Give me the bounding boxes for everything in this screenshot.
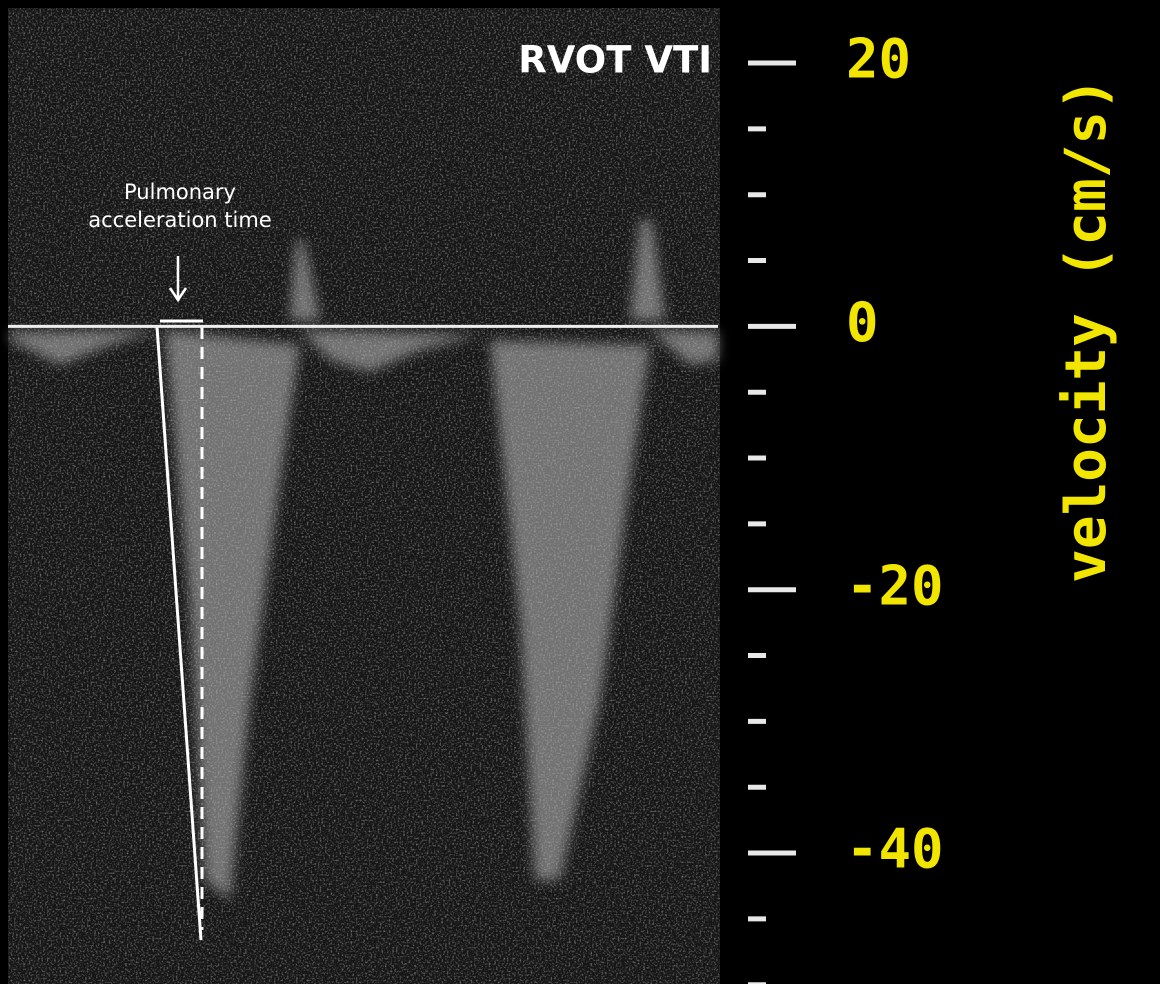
tick-label: -40 <box>846 818 944 881</box>
tick-label: 20 <box>846 28 911 91</box>
annotation: Pulmonary acceleration time <box>88 180 272 232</box>
velocity-axis: 20 0 -20 -40 <box>748 28 944 984</box>
doppler-envelopes <box>10 220 718 900</box>
axis-label: velocity (cm/s) <box>1054 77 1119 583</box>
annotation-box: Pulmonary acceleration time <box>88 180 272 232</box>
title: RVOT VTI <box>518 39 712 82</box>
tick-label: -20 <box>846 554 944 617</box>
tick-label: 0 <box>846 291 879 354</box>
measurement <box>155 256 204 941</box>
